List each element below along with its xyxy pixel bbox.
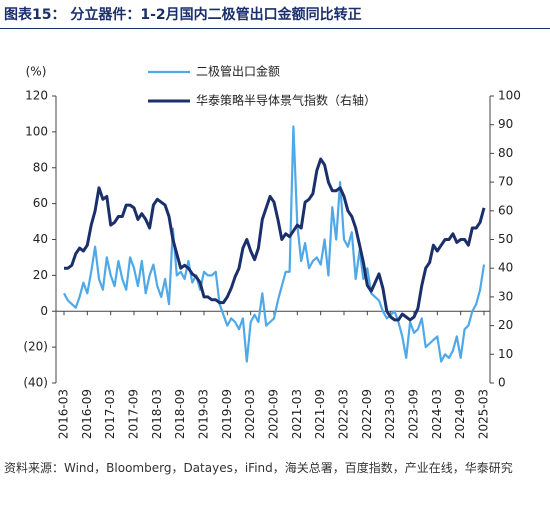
- x-tick-label: 2024-03: [430, 389, 444, 439]
- y-tick-label: 80: [33, 160, 48, 174]
- chart: (%) (40) (20) 0 20 40 60 80 100 120 0 10 20 30 40 50 60…: [23, 64, 521, 440]
- chart-title: 图表15： 分立器件：1-2月国内二极管出口金额同比转正: [4, 7, 362, 23]
- y2-tick-label: 10: [498, 347, 513, 361]
- x-tick-label: 2021-03: [290, 389, 304, 439]
- legend-label: 二极管出口金额: [196, 64, 280, 79]
- y-tick-label: 0: [40, 304, 48, 318]
- x-tick-label: 2020-03: [243, 389, 257, 439]
- x-tick-label: 2016-03: [57, 389, 71, 439]
- x-tick-label: 2019-03: [197, 389, 211, 439]
- y-tick-label: 100: [25, 124, 48, 138]
- y-tick-label: 20: [33, 268, 48, 282]
- source-note: 资料来源：Wind，Bloomberg，Datayes，iFind，海关总署，百…: [4, 461, 513, 475]
- y-tick-label: 40: [33, 232, 48, 246]
- y2-tick-label: 100: [498, 89, 521, 103]
- y-tick-label: (40): [23, 376, 48, 390]
- x-tick-label: 2019-09: [220, 389, 234, 439]
- x-tick-label: 2017-03: [103, 389, 117, 439]
- x-tick-label: 2017-09: [127, 389, 141, 439]
- y2-tick-label: 80: [498, 146, 513, 160]
- legend-label: 华泰策略半导体景气指数（右轴）: [196, 93, 376, 108]
- x-tick-label: 2018-09: [173, 389, 187, 439]
- y2-tick-label: 60: [498, 203, 513, 217]
- y2-tick-label: 90: [498, 117, 513, 131]
- y-tick-label: 120: [25, 89, 48, 103]
- y-axis-label: (%): [26, 65, 47, 79]
- y2-tick-label: 70: [498, 175, 513, 189]
- x-tick-label: 2020-09: [267, 389, 281, 439]
- series-line: [63, 125, 486, 363]
- x-tick-label: 2018-03: [150, 389, 164, 439]
- y-tick-label: (20): [23, 340, 48, 354]
- x-tick-label: 2023-03: [383, 389, 397, 439]
- series-line: [64, 157, 486, 322]
- x-tick-label: 2016-09: [80, 389, 94, 439]
- x-tick-label: 2022-03: [337, 389, 351, 439]
- y2-tick-label: 0: [498, 376, 506, 390]
- y2-tick-label: 50: [498, 232, 513, 246]
- x-tick-label: 2022-09: [360, 389, 374, 439]
- x-tick-label: 2023-09: [407, 389, 421, 439]
- y2-tick-label: 40: [498, 261, 513, 275]
- title-rule: [0, 28, 550, 29]
- x-tick-label: 2021-09: [313, 389, 327, 439]
- y2-tick-label: 20: [498, 318, 513, 332]
- y2-tick-label: 30: [498, 289, 513, 303]
- y-tick-label: 60: [33, 196, 48, 210]
- x-tick-label: 2025-03: [477, 389, 491, 439]
- x-tick-label: 2024-09: [453, 389, 467, 439]
